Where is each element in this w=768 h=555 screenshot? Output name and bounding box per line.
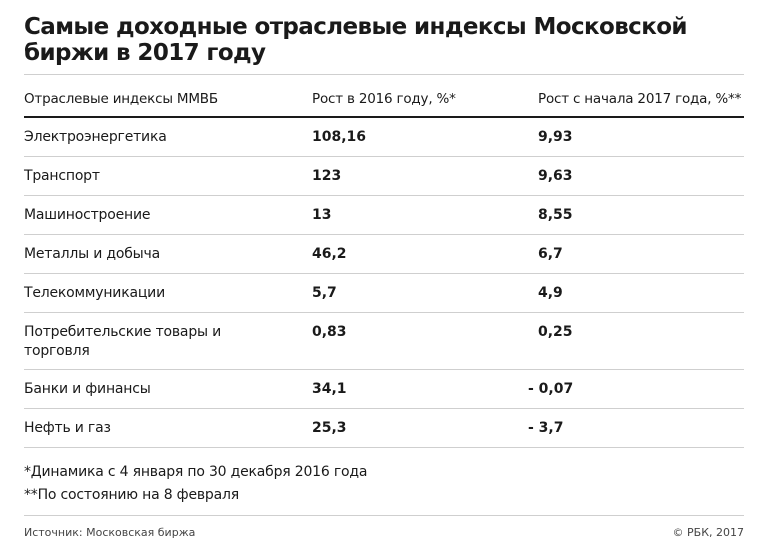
row-growth-2017: 9,63 [538,168,573,184]
row-growth-2016: 46,2 [312,246,347,262]
row-index-name: Металлы и добыча [24,246,160,262]
row-growth-2017: 0,25 [538,324,573,340]
table-row: Нефть и газ 25,3 - 3,7 [24,409,744,448]
chart-title: Самые доходные отраслевые индексы Москов… [24,14,688,66]
table-row: Металлы и добыча 46,2 6,7 [24,235,744,274]
row-growth-2017: - 3,7 [528,420,564,436]
row-index-name: Транспорт [24,168,100,184]
table-row: Банки и финансы 34,1 - 0,07 [24,370,744,409]
footnote-2016: *Динамика с 4 января по 30 декабря 2016 … [24,464,368,480]
row-growth-2017: 9,93 [538,129,573,145]
row-index-name: Электроэнергетика [24,129,167,145]
row-growth-2016: 123 [312,168,342,184]
row-growth-2017: - 0,07 [528,381,574,397]
column-header-index: Отраслевые индексы ММВБ [24,91,218,107]
row-growth-2017: 4,9 [538,285,563,301]
column-header-growth-2017: Рост с начала 2017 года, %** [538,91,742,107]
row-index-name: Машиностроение [24,207,151,223]
title-divider [24,74,744,75]
row-growth-2016: 13 [312,207,332,223]
row-growth-2016: 34,1 [312,381,347,397]
table-row: Транспорт 123 9,63 [24,157,744,196]
copyright-label: © РБК, 2017 [672,526,744,539]
table-row: Потребительские товары и торговля 0,83 0,2… [24,313,744,370]
row-growth-2016: 25,3 [312,420,347,436]
footnote-2017: **По состоянию на 8 февраля [24,487,239,503]
footer-divider [24,515,744,516]
source-label: Источник: Московская биржа [24,526,196,539]
row-growth-2016: 5,7 [312,285,337,301]
row-growth-2017: 6,7 [538,246,563,262]
row-index-name: Банки и финансы [24,381,151,397]
row-index-name: Потребительские товары и торговля [24,324,222,359]
row-index-name: Телекоммуникации [24,285,165,301]
table-header: Отраслевые индексы ММВБ Рост в 2016 году… [24,78,744,118]
row-growth-2016: 108,16 [312,129,367,145]
table-row: Машиностроение 13 8,55 [24,196,744,235]
table-row: Электроэнергетика 108,16 9,93 [24,118,744,157]
table-row: Телекоммуникации 5,7 4,9 [24,274,744,313]
row-index-name: Нефть и газ [24,420,111,436]
row-growth-2016: 0,83 [312,324,347,340]
row-growth-2017: 8,55 [538,207,573,223]
column-header-growth-2016: Рост в 2016 году, %* [312,91,456,107]
